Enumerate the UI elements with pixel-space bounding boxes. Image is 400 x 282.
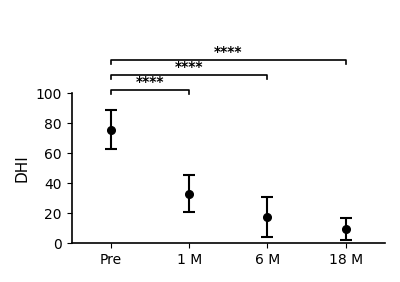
Text: ****: **** xyxy=(136,74,164,89)
Text: ****: **** xyxy=(175,60,204,74)
Y-axis label: DHI: DHI xyxy=(15,154,30,182)
Text: ****: **** xyxy=(214,45,242,58)
